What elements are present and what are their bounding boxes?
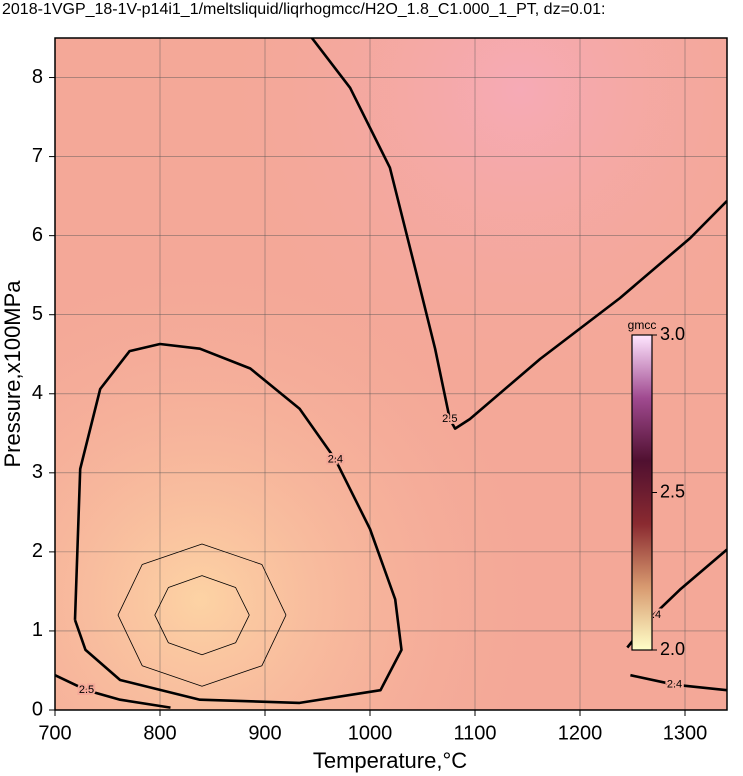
y-tick-label: 4 <box>32 382 43 404</box>
colorbar-tick-label: 3.0 <box>660 324 685 344</box>
y-axis-label: Pressure,x100MPa <box>0 280 25 468</box>
x-tick-label: 700 <box>38 722 71 744</box>
x-tick-label: 800 <box>143 722 176 744</box>
grid <box>55 38 727 710</box>
contour-line <box>55 674 171 709</box>
background <box>55 38 727 710</box>
x-tick-label: 900 <box>248 722 281 744</box>
frame <box>54 37 728 711</box>
contour-line <box>630 673 727 692</box>
y-tick-label: 6 <box>32 224 43 246</box>
contour-line <box>73 342 403 705</box>
y-tick-label: 0 <box>32 698 43 720</box>
x-tick-label: 1000 <box>348 722 393 744</box>
colorbar-scale <box>631 334 653 651</box>
contour-label: 2.5 <box>442 413 457 425</box>
x-tick-label: 1100 <box>453 722 496 744</box>
contour-label: 2.4 <box>328 453 343 465</box>
x-axis-label: Temperature,°C <box>313 748 467 773</box>
y-tick-label: 8 <box>32 66 43 88</box>
chart-title: 2018-1VGP_18-1V-p14i1_1/meltsliquid/liqr… <box>2 1 606 18</box>
y-tick-label: 3 <box>32 461 43 483</box>
contour-line <box>117 543 287 687</box>
contour-label: 2.5 <box>79 684 94 696</box>
colorbar-label: gmcc <box>628 318 657 332</box>
contour-line <box>154 575 250 656</box>
x-tick-label: 1300 <box>663 722 708 744</box>
colorbar-tick-label: 2.0 <box>660 639 685 659</box>
contour-line <box>310 38 727 430</box>
colorbar-tick-label: 2.5 <box>660 481 685 501</box>
y-tick-label: 1 <box>32 619 43 641</box>
x-tick-label: 1200 <box>558 722 603 744</box>
y-tick-label: 5 <box>32 303 43 325</box>
y-tick-label: 2 <box>32 540 43 562</box>
plot-area: 2.42.52.42.42.5 <box>55 38 727 710</box>
colorbar: gmcc 2.0 2.5 3.0 <box>628 318 685 659</box>
contour-label: 2.4 <box>667 679 682 691</box>
y-tick-label: 7 <box>32 145 43 167</box>
